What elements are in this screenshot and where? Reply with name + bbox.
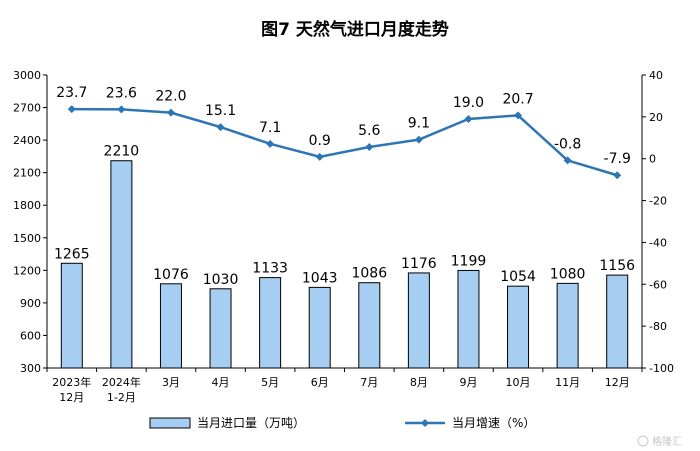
bar [507, 285, 530, 369]
line-point-marker [166, 108, 175, 117]
line-point-marker [117, 105, 126, 114]
bar [110, 160, 133, 369]
line-value-label: 7.1 [259, 120, 281, 136]
line-point-marker [613, 171, 622, 180]
line-point-marker [514, 111, 523, 120]
bar [159, 283, 182, 369]
x-tick-label: 3月 [162, 376, 180, 389]
y-right-tick-label: -80 [649, 320, 667, 333]
bar [606, 274, 629, 369]
line-point-marker [464, 114, 473, 123]
bar-value-label: 1199 [451, 253, 487, 269]
bar [407, 272, 430, 369]
line-value-label: 0.9 [309, 133, 331, 149]
watermark: 格隆汇 [637, 435, 682, 448]
bar-series: 1265 2210 1076 1030 1133 1043 1086 1176 1199 1054… [54, 144, 635, 369]
bar-value-label: 1133 [252, 261, 288, 277]
x-tick-label: 12月 [59, 391, 84, 404]
legend: 当月进口量（万吨） 当月增速（%） [149, 416, 535, 430]
y-right-tick-label: 0 [649, 153, 656, 166]
x-tick-label: 5月 [261, 376, 279, 389]
y-left-tick-label: 2100 [13, 167, 41, 180]
y-left-tick-label: 900 [20, 297, 41, 310]
bar [457, 269, 480, 369]
x-tick-label: 6月 [311, 376, 329, 389]
watermark-text: 格隆汇 [652, 435, 682, 448]
line-value-label: 15.1 [205, 103, 236, 119]
bar [209, 288, 232, 369]
line-value-label: 23.6 [106, 85, 137, 101]
bar-value-label: 1265 [54, 246, 90, 262]
line-point-marker [414, 135, 423, 144]
bar [259, 277, 282, 369]
bar-value-label: 1086 [351, 266, 387, 282]
legend-line-label: 当月增速（%） [452, 416, 535, 430]
bar-value-label: 1043 [302, 270, 338, 286]
line-point-marker [315, 152, 324, 161]
y-left-tick-label: 3000 [13, 69, 41, 82]
x-tick-label: 4月 [212, 376, 230, 389]
x-tick-label: 2023年 [52, 375, 91, 389]
line-value-label: -7.9 [604, 151, 631, 167]
bar [556, 282, 579, 369]
line-series: 23.7 23.6 22.0 15.1 7.1 0.9 5.6 9.1 19.0 20.7 -0.8… [56, 85, 631, 180]
line-point-marker [365, 142, 374, 151]
bar-value-label: 1176 [401, 256, 437, 272]
x-tick-label: 1-2月 [107, 391, 136, 404]
y-left-tick-label: 2700 [13, 102, 41, 115]
y-right-tick-label: -60 [649, 278, 667, 291]
y-left-tick-label: 1500 [13, 232, 41, 245]
x-tick-label: 8月 [410, 376, 428, 389]
y-right-tick-label: 40 [649, 69, 663, 82]
bar [60, 262, 83, 369]
bar-value-label: 1076 [153, 267, 189, 283]
bar [358, 282, 381, 369]
line-point-marker [216, 123, 225, 132]
axes: 300 600 900 1200 1500 1800 2100 2400 2700 3000 40 2… [13, 69, 674, 404]
y-left-tick-label: 1200 [13, 264, 41, 277]
line-value-label: -0.8 [554, 136, 581, 152]
y-left-tick-label: 300 [20, 362, 41, 375]
watermark-logo-icon [637, 435, 649, 447]
y-left-tick-label: 1800 [13, 199, 41, 212]
x-tick-label: 9月 [459, 376, 477, 389]
y-left-tick-label: 2400 [13, 134, 41, 147]
line-point-marker [266, 139, 275, 148]
line-value-label: 19.0 [453, 95, 484, 111]
chart-title: 图7 天然气进口月度走势 [261, 19, 449, 40]
line-value-label: 5.6 [358, 123, 380, 139]
legend-line-marker [421, 419, 429, 427]
x-tick-label: 10月 [506, 376, 531, 389]
x-tick-label: 12月 [605, 376, 630, 389]
x-tick-label: 2024年 [102, 375, 141, 389]
line-point-marker [67, 105, 76, 114]
y-left-tick-label: 600 [20, 329, 41, 342]
line-value-label: 23.7 [56, 85, 87, 101]
line-value-label: 20.7 [502, 91, 533, 107]
bar-value-label: 1054 [500, 269, 536, 285]
line-value-label: 22.0 [155, 89, 186, 105]
x-tick-label: 7月 [360, 376, 378, 389]
bar-value-label: 1156 [599, 258, 635, 274]
growth-line [71, 107, 618, 177]
legend-bar-swatch [149, 417, 191, 429]
bar-value-label: 2210 [104, 144, 140, 160]
legend-bar-label: 当月进口量（万吨） [197, 416, 305, 430]
line-point-marker [563, 156, 572, 165]
bar-value-label: 1080 [550, 266, 586, 282]
bar-value-label: 1030 [203, 272, 239, 288]
bar [308, 286, 331, 369]
y-right-tick-label: -100 [649, 362, 674, 375]
y-right-tick-label: 20 [649, 111, 663, 124]
y-right-tick-label: -20 [649, 195, 667, 208]
x-tick-label: 11月 [555, 376, 580, 389]
y-right-tick-label: -40 [649, 236, 667, 249]
line-value-label: 9.1 [408, 116, 430, 132]
